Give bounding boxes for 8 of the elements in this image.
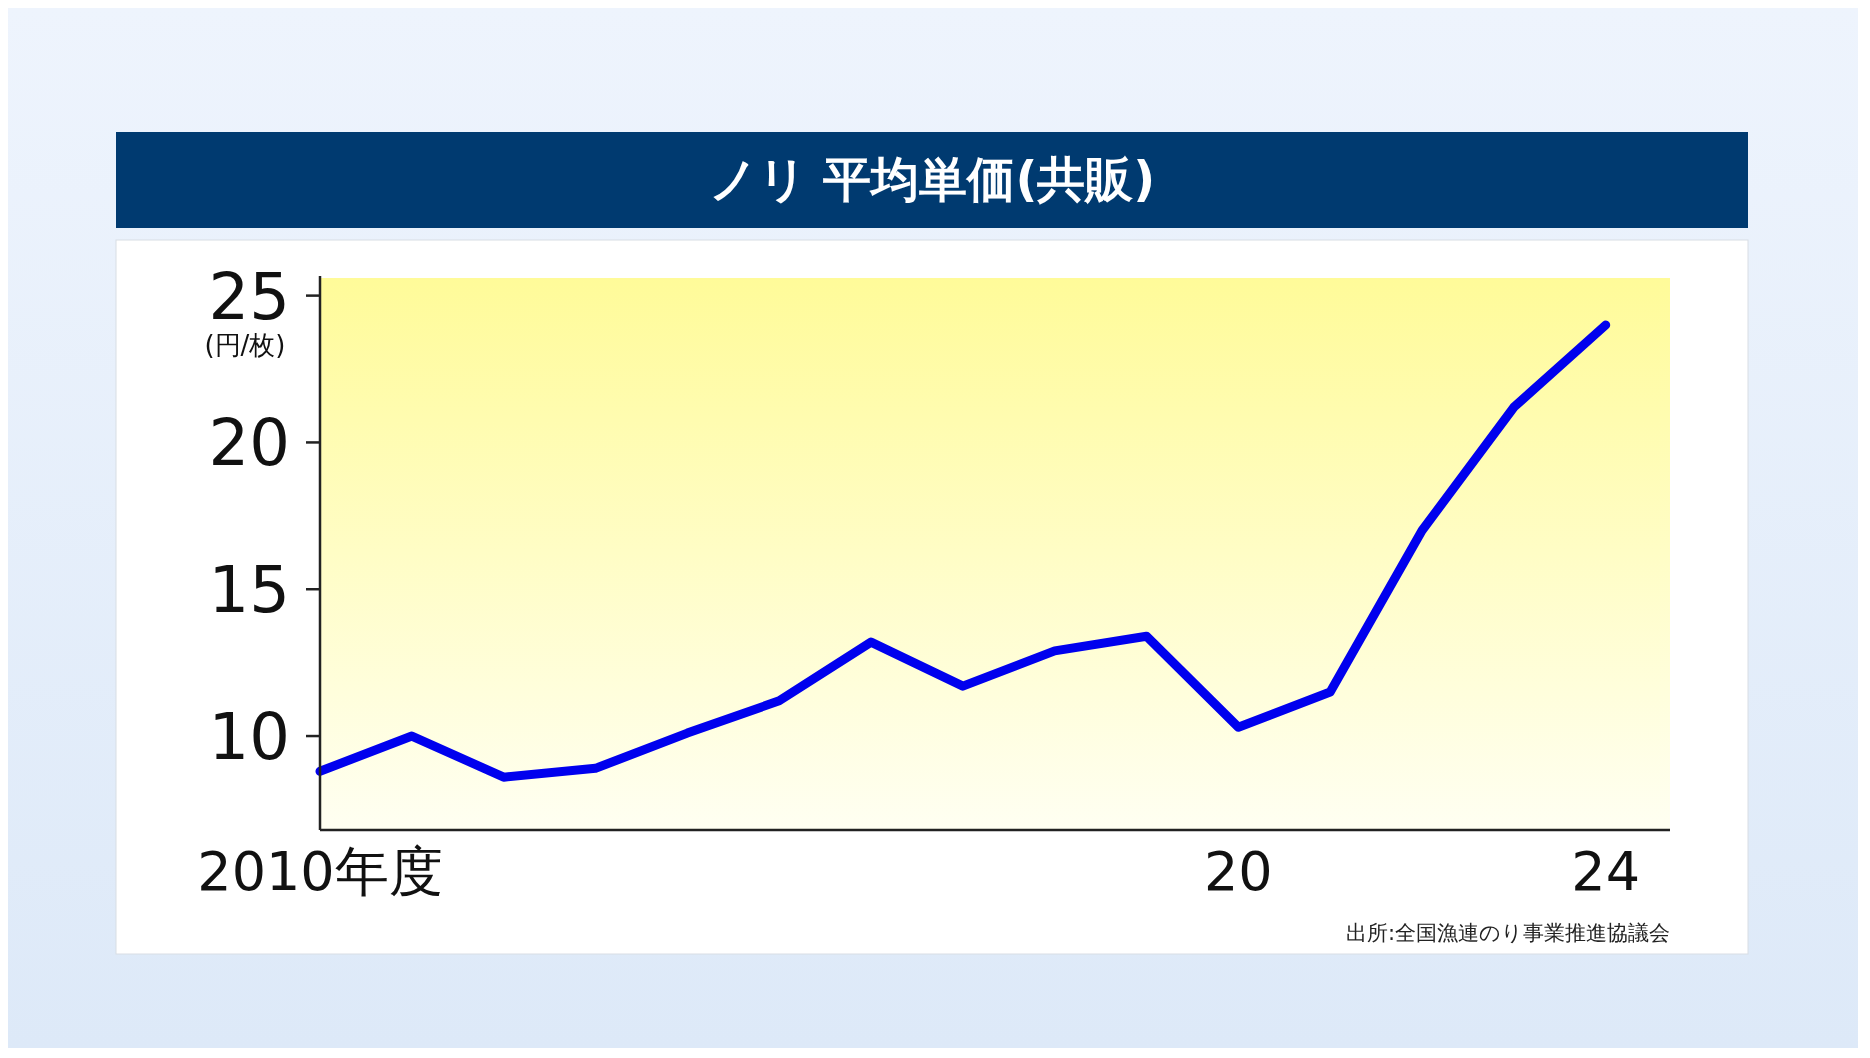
text: 出所:全国漁連のり事業推進協議会: [1345, 921, 1670, 945]
x-tick-label: 2010年度: [197, 840, 443, 903]
chart-title: ノリ 平均単価(共販): [708, 151, 1156, 207]
y-tick-label: 10: [208, 700, 290, 775]
y-tick-label: 15: [208, 553, 290, 628]
x-tick-label: 24: [1571, 840, 1641, 903]
y-tick-label: 20: [208, 406, 290, 481]
x-tick-label: 20: [1204, 840, 1273, 903]
